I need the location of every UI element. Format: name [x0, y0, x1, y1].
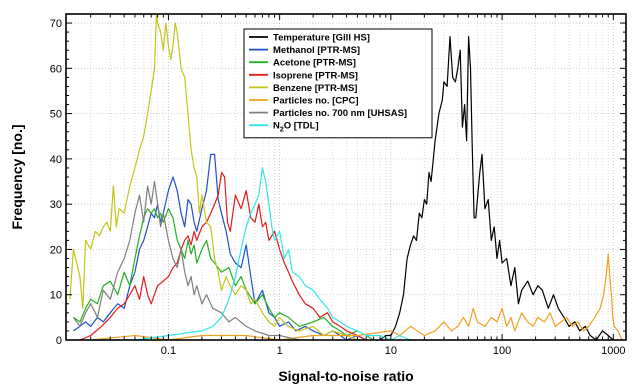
y-tick-label: 0: [56, 335, 62, 347]
x-tick-label: 100: [493, 345, 511, 357]
legend-label-0: Temperature [Gill HS]: [273, 33, 370, 44]
series-line-3: [79, 171, 367, 341]
legend-label-6: Particles no. 700 nm [UHSAS]: [273, 108, 407, 119]
legend-label-2: Acetone [PTR-MS]: [273, 58, 356, 69]
series-line-2: [73, 208, 374, 341]
y-tick-label: 40: [50, 154, 62, 166]
legend-label-3: Isoprene [PTR-MS]: [273, 70, 358, 81]
y-tick-label: 50: [50, 109, 62, 121]
x-axis-title: Signal-to-noise ratio: [278, 368, 413, 384]
legend-label-7: N2O [TDL]: [273, 121, 319, 134]
ticks: 0.1 1 10 100 1000 0 10 20 30 40 50 60 70: [50, 14, 626, 357]
series-line-6: [72, 180, 300, 341]
y-tick-label: 60: [50, 63, 62, 75]
legend-box: [243, 28, 433, 139]
series-line-4: [69, 13, 358, 341]
x-tick-label: 0.1: [161, 345, 176, 357]
series-layer: [69, 13, 623, 341]
series-line-7: [90, 167, 411, 341]
legend-label-1: Methanol [PTR-MS]: [273, 45, 360, 56]
y-tick-label: 70: [50, 18, 62, 30]
x-tick-label: 1: [277, 345, 283, 357]
y-tick-label: 30: [50, 199, 62, 211]
y-tick-label: 10: [50, 290, 62, 302]
legend: Temperature [Gill HS]Methanol [PTR-MS] Ac…: [243, 28, 433, 139]
legend-label-4: Benzene [PTR-MS]: [273, 83, 357, 94]
y-axis-title: Frequency [no.]: [9, 124, 25, 229]
series-line-0: [379, 36, 614, 341]
x-tick-label: 1000: [601, 345, 625, 357]
series-line-5: [90, 253, 623, 341]
y-tick-label: 20: [50, 244, 62, 256]
x-tick-label: 10: [385, 345, 397, 357]
legend-label-5: Particles no. [CPC]: [273, 96, 359, 107]
